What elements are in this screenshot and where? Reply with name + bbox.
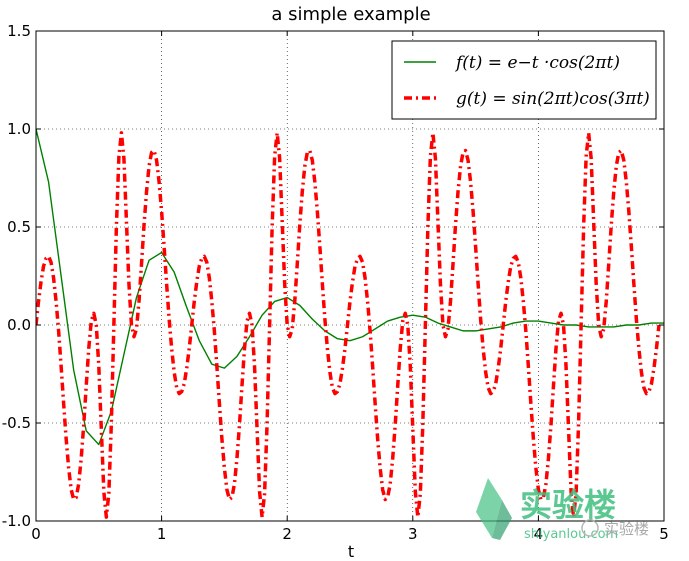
- legend: f(t) = e−t ·cos(2πt) g(t) = sin(2πt)cos(…: [391, 40, 657, 120]
- wechat-icon: [581, 519, 599, 537]
- x-axis-label: t: [348, 542, 354, 561]
- watermark-wechat-text: 实验楼: [604, 520, 649, 538]
- x-tick-label: 1: [157, 525, 167, 543]
- series-layer: [36, 128, 664, 519]
- legend-box: [391, 40, 657, 120]
- x-tick-label: 5: [659, 525, 669, 543]
- watermark-logo-icon: [476, 478, 502, 538]
- watermark-logo-shade: [492, 500, 512, 540]
- y-tick-label: 0.0: [7, 316, 31, 334]
- x-tick-label: 4: [534, 525, 544, 543]
- legend-label-g: g(t) = sin(2πt)cos(3πt): [456, 89, 650, 109]
- x-tick-label: 3: [408, 525, 418, 543]
- watermark-brand-text: 实验楼: [520, 486, 616, 524]
- x-tick-labels: 0 1 2 3 4 5: [31, 525, 669, 543]
- y-tick-label: 1.5: [7, 22, 31, 40]
- y-tick-label: -1.0: [2, 512, 31, 530]
- grid-lines: [36, 31, 664, 521]
- legend-label-f: f(t) = e−t ·cos(2πt): [454, 53, 620, 73]
- y-tick-label: 1.0: [7, 120, 31, 138]
- plot-frame: [35, 30, 665, 522]
- y-tick-label: 0.5: [7, 218, 31, 236]
- watermark-url-text: shiyanlou.com: [524, 527, 618, 542]
- watermark: 实验楼 shiyanlou.com 实验楼: [476, 478, 649, 542]
- axis-ticks: [35, 30, 665, 522]
- series-f-line: [36, 128, 664, 446]
- series-g-line: [36, 131, 661, 519]
- x-tick-label: 2: [282, 525, 292, 543]
- y-tick-labels: 1.5 1.0 0.5 0.0 -0.5 -1.0: [2, 22, 31, 530]
- y-tick-label: -0.5: [2, 414, 31, 432]
- chart-title: a simple example: [271, 4, 430, 25]
- x-tick-label: 0: [31, 525, 41, 543]
